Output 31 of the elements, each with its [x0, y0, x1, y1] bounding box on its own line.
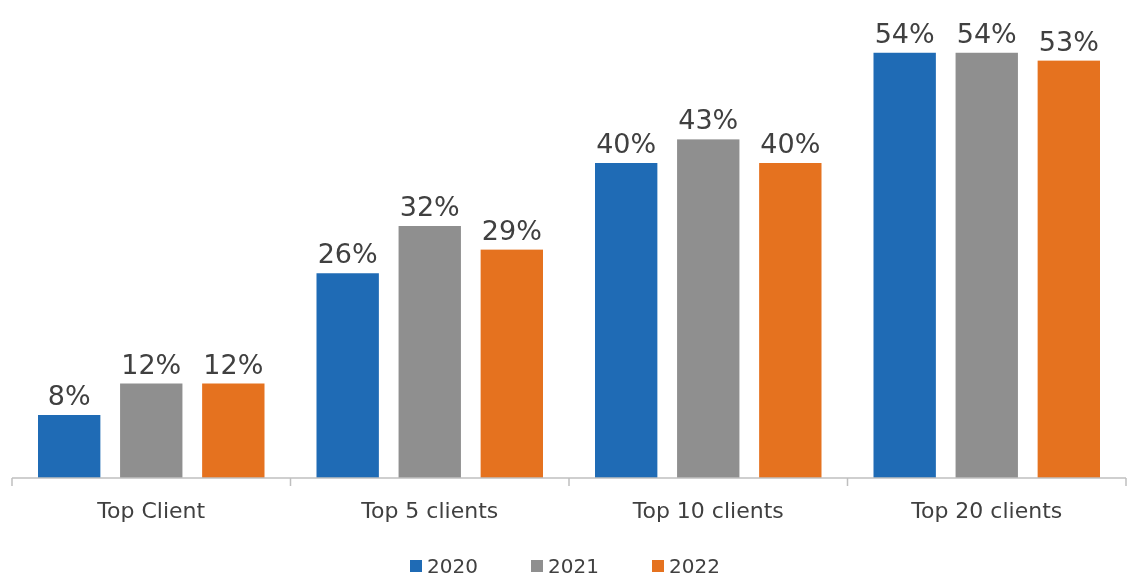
bar: [480, 249, 543, 478]
data-label: 43%: [678, 104, 739, 136]
x-tick-label: Top 5 clients: [360, 498, 499, 523]
data-label: 32%: [399, 191, 460, 222]
data-label: 12%: [203, 348, 264, 380]
data-label: 40%: [596, 128, 657, 160]
bar: [759, 163, 822, 478]
bar: [38, 415, 101, 478]
data-label: 53%: [1038, 25, 1099, 57]
bar: [873, 52, 936, 478]
bar: [202, 383, 265, 478]
data-label: 40%: [760, 128, 821, 160]
bar: [120, 383, 183, 478]
data-label: 29%: [481, 214, 542, 246]
bar: [595, 163, 658, 478]
data-label: 54%: [874, 17, 935, 49]
data-label: 8%: [47, 380, 91, 411]
x-tick-label: Top 10 clients: [631, 498, 784, 523]
bar: [398, 226, 461, 478]
legend-label: 2020: [427, 554, 478, 578]
bar: [316, 273, 379, 478]
data-label: 54%: [956, 17, 1017, 49]
legend-label: 2022: [669, 554, 720, 578]
bar: [1037, 60, 1100, 478]
x-tick-label: Top 20 clients: [910, 498, 1063, 523]
bar: [955, 52, 1018, 478]
x-tick-label: Top Client: [96, 498, 206, 523]
data-label: 26%: [317, 238, 378, 270]
data-label: 12%: [121, 348, 182, 380]
bar: [677, 139, 740, 478]
legend-label: 2021: [548, 554, 599, 578]
